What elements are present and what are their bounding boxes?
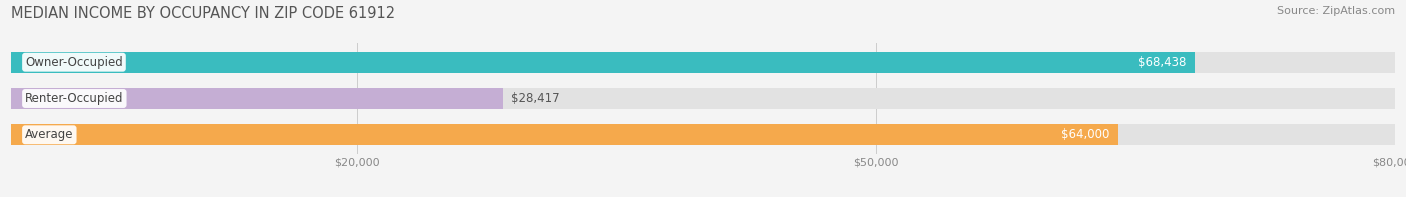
Bar bbox=[11, 88, 1395, 109]
Text: Source: ZipAtlas.com: Source: ZipAtlas.com bbox=[1277, 6, 1395, 16]
Bar bbox=[11, 52, 1395, 73]
Bar bbox=[11, 124, 1395, 145]
Text: MEDIAN INCOME BY OCCUPANCY IN ZIP CODE 61912: MEDIAN INCOME BY OCCUPANCY IN ZIP CODE 6… bbox=[11, 6, 395, 21]
Text: Renter-Occupied: Renter-Occupied bbox=[25, 92, 124, 105]
Bar bbox=[11, 52, 1195, 73]
Bar bbox=[11, 88, 503, 109]
Bar bbox=[11, 124, 1118, 145]
Text: Average: Average bbox=[25, 128, 73, 141]
Text: $28,417: $28,417 bbox=[512, 92, 560, 105]
Text: $68,438: $68,438 bbox=[1137, 56, 1187, 69]
Text: $64,000: $64,000 bbox=[1062, 128, 1109, 141]
Text: Owner-Occupied: Owner-Occupied bbox=[25, 56, 122, 69]
